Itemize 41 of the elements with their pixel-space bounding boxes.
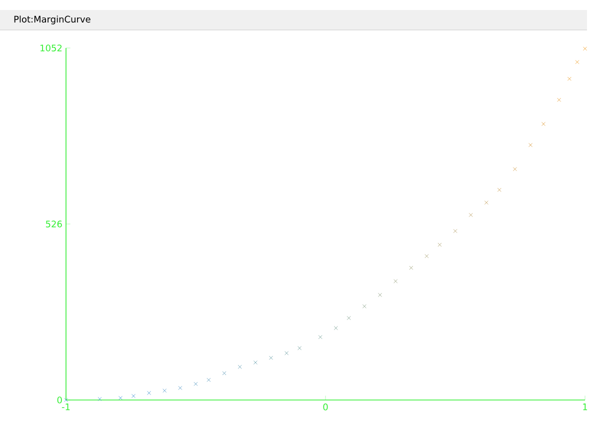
point — [147, 391, 152, 395]
point — [542, 122, 546, 126]
point — [438, 242, 442, 247]
point — [346, 316, 351, 320]
point — [468, 212, 473, 217]
point — [409, 266, 414, 270]
point — [178, 386, 182, 390]
point — [284, 351, 289, 356]
point — [528, 143, 532, 147]
point — [424, 254, 429, 258]
point — [162, 388, 167, 393]
y-tick-label: 0 — [57, 396, 62, 404]
point — [238, 364, 242, 369]
point — [484, 200, 488, 205]
point — [269, 356, 273, 360]
point — [583, 46, 587, 51]
point — [362, 304, 366, 308]
point — [497, 188, 502, 192]
point — [378, 292, 382, 297]
point — [222, 371, 226, 376]
chart-title: Plot:MarginCurve — [14, 16, 90, 24]
point — [132, 394, 136, 398]
point — [334, 326, 338, 330]
x-tick-label: -1 — [62, 404, 70, 410]
point — [512, 167, 517, 172]
point — [575, 60, 580, 64]
point — [453, 229, 458, 233]
point — [98, 397, 102, 401]
point — [118, 396, 122, 400]
x-tick-label: 0 — [323, 404, 328, 410]
point — [567, 76, 572, 81]
point — [298, 346, 302, 350]
y-tick-label: 1052 — [40, 44, 62, 52]
point — [557, 98, 562, 102]
point — [206, 378, 211, 382]
point — [318, 335, 322, 340]
y-tick-label: 526 — [46, 220, 62, 228]
point — [253, 360, 258, 364]
x-tick-label: 1 — [583, 404, 588, 410]
point — [194, 382, 198, 386]
point — [394, 279, 398, 284]
